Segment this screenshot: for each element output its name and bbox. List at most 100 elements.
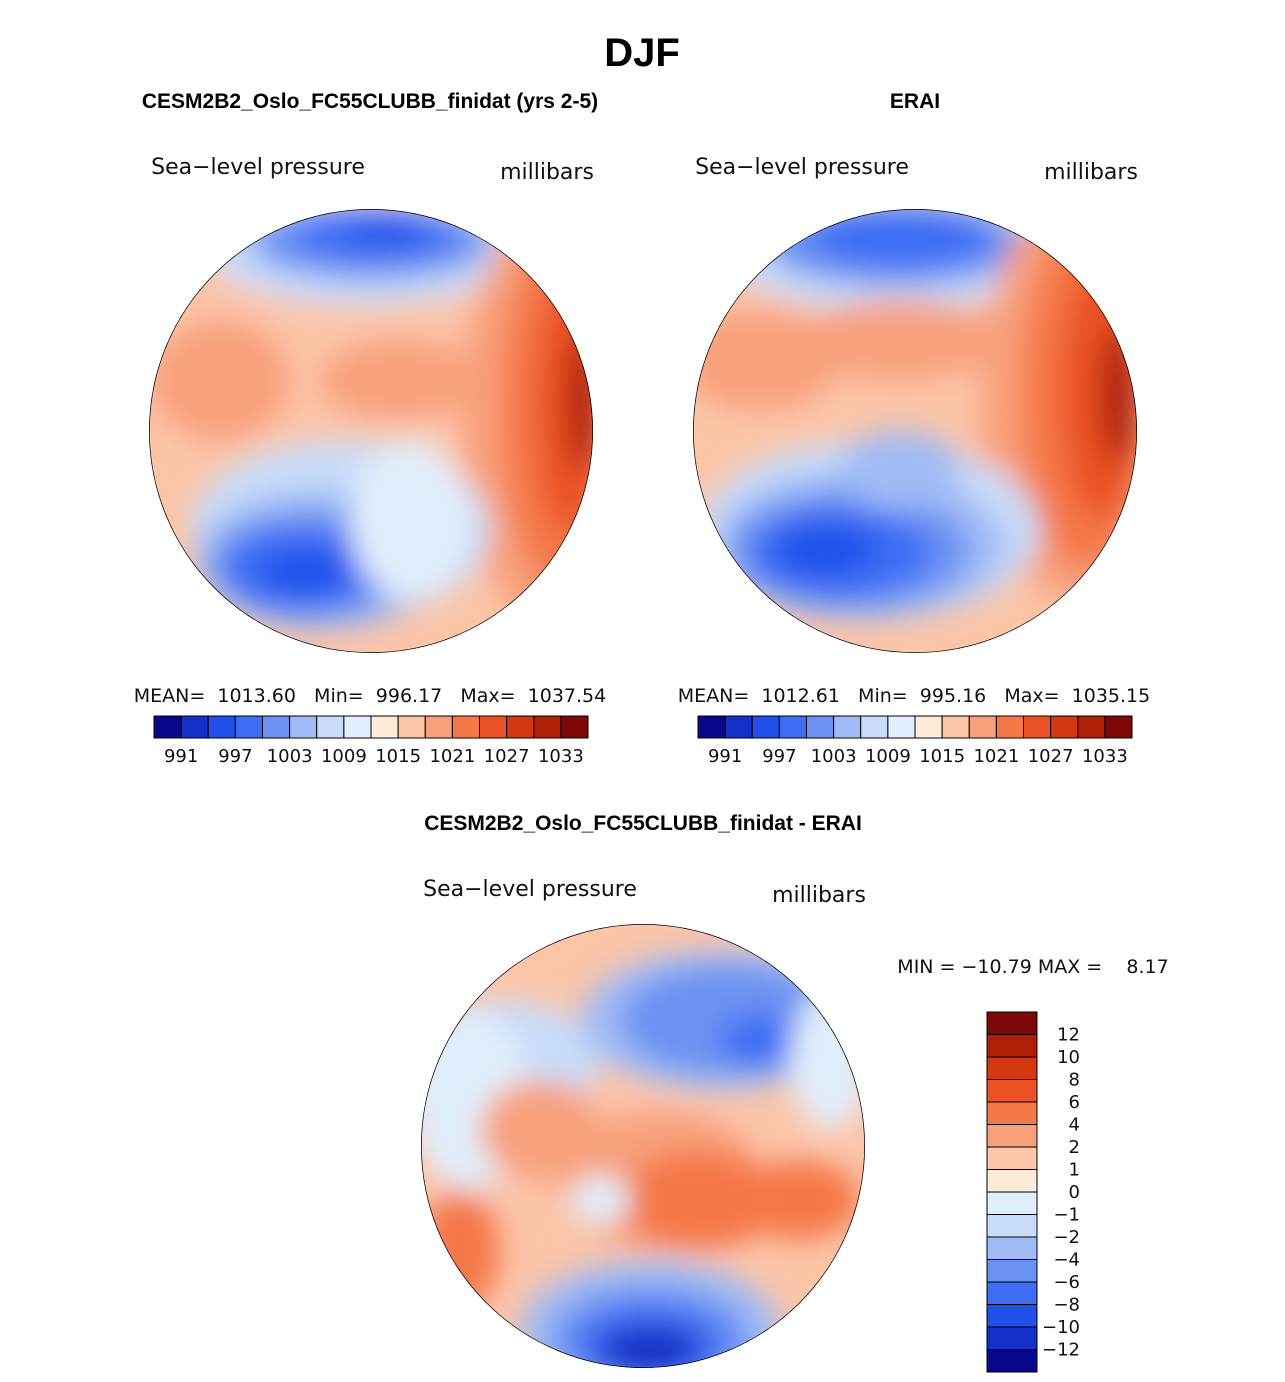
colorbar-tick-label: 991: [164, 746, 198, 767]
colorbar-swatch: [180, 715, 209, 739]
colorbar-tick-label: 1003: [267, 746, 313, 767]
colorbar-tick-label: −4: [1053, 1250, 1080, 1271]
panel-diff-variable: Sea−level pressure: [423, 877, 637, 902]
colorbar-tick-label: 10: [1057, 1047, 1080, 1068]
colorbar-tick-label: 1009: [321, 746, 367, 767]
colorbar-tick-label: 1: [1069, 1160, 1080, 1181]
colorbar-swatch: [806, 715, 835, 739]
panel-model-map: [149, 209, 593, 653]
colorbar-tick-label: 1027: [1028, 746, 1074, 767]
panel-erai-colorbar: 991 997 1003 1009 1015 1021 1027 1033: [697, 715, 1133, 767]
colorbar-tick-label: 8: [1069, 1070, 1080, 1091]
panel-model-units: millibars: [500, 160, 594, 185]
panel-diff-title: CESM2B2_Oslo_FC55CLUBB_finidat - ERAI: [424, 812, 862, 835]
figure-title: DJF: [604, 31, 680, 75]
colorbar-swatch: [995, 715, 1024, 739]
colorbar-tick-label: 1021: [429, 746, 475, 767]
colorbar-tick-label: 1021: [973, 746, 1019, 767]
colorbar-swatch: [533, 715, 562, 739]
colorbar-swatch: [451, 715, 480, 739]
colorbar-swatch: [207, 715, 236, 739]
colorbar-swatch: [560, 715, 589, 739]
colorbar-swatch: [986, 1236, 1038, 1260]
colorbar-tick-label: 997: [762, 746, 796, 767]
colorbar-swatch: [262, 715, 291, 739]
colorbar-swatch: [986, 1011, 1038, 1035]
colorbar-swatch: [833, 715, 862, 739]
colorbar-swatch: [986, 1281, 1038, 1305]
colorbar-swatch: [986, 1056, 1038, 1080]
colorbar-tick-label: 12: [1057, 1025, 1080, 1046]
colorbar-swatch: [778, 715, 807, 739]
colorbar-swatch: [424, 715, 453, 739]
colorbar-tick-label: 991: [708, 746, 742, 767]
panel-diff-units: millibars: [772, 883, 866, 908]
colorbar-swatch: [986, 1146, 1038, 1170]
colorbar-swatch: [986, 1304, 1038, 1328]
colorbar-swatch: [1104, 715, 1133, 739]
colorbar-swatch: [479, 715, 508, 739]
colorbar-tick-label: −12: [1042, 1340, 1080, 1361]
colorbar-tick-label: 1009: [865, 746, 911, 767]
colorbar-tick-label: 0: [1069, 1182, 1080, 1203]
colorbar-tick-label: 997: [218, 746, 252, 767]
panel-erai-units: millibars: [1044, 160, 1138, 185]
panel-model-title: CESM2B2_Oslo_FC55CLUBB_finidat (yrs 2-5): [142, 90, 598, 113]
colorbar-tick-label: 1033: [1082, 746, 1128, 767]
colorbar-swatch: [986, 1259, 1038, 1283]
colorbar-swatch: [986, 1191, 1038, 1215]
colorbar-tick-label: 6: [1069, 1092, 1080, 1113]
colorbar-swatch: [370, 715, 399, 739]
colorbar-swatch: [914, 715, 943, 739]
colorbar-swatch: [1050, 715, 1079, 739]
colorbar-swatch: [697, 715, 726, 739]
panel-erai: ERAI Sea−level pressure millibars: [678, 90, 1150, 767]
panel-diff-stats: MIN = −10.79 MAX = 8.17: [897, 956, 1168, 978]
colorbar-tick-label: 1015: [919, 746, 965, 767]
panel-model-stats: MEAN= 1013.60 Min= 996.17 Max= 1037.54: [134, 685, 606, 707]
colorbar-tick-label: 1027: [484, 746, 530, 767]
colorbar-swatch: [153, 715, 182, 739]
colorbar-swatch: [316, 715, 345, 739]
colorbar-swatch: [234, 715, 263, 739]
colorbar-swatch: [968, 715, 997, 739]
colorbar-swatch: [343, 715, 372, 739]
colorbar-swatch: [986, 1169, 1038, 1193]
colorbar-swatch: [860, 715, 889, 739]
colorbar-swatch: [506, 715, 535, 739]
colorbar-swatch: [986, 1034, 1038, 1058]
colorbar-swatch: [1077, 715, 1106, 739]
colorbar-swatch: [986, 1124, 1038, 1148]
colorbar-tick-label: −8: [1053, 1295, 1080, 1316]
colorbar-swatch: [986, 1101, 1038, 1125]
panel-model-colorbar: 991 997 1003 1009 1015 1021 1027 1033: [153, 715, 589, 767]
panel-model-variable: Sea−level pressure: [151, 155, 365, 180]
colorbar-swatch: [986, 1349, 1038, 1373]
panel-diff: CESM2B2_Oslo_FC55CLUBB_finidat - ERAI Se…: [421, 812, 1169, 1373]
colorbar-swatch: [986, 1214, 1038, 1238]
colorbar-swatch: [1023, 715, 1052, 739]
panel-erai-stats: MEAN= 1012.61 Min= 995.16 Max= 1035.15: [678, 685, 1150, 707]
colorbar-tick-label: 1015: [375, 746, 421, 767]
colorbar-swatch: [751, 715, 780, 739]
colorbar-tick-label: 1033: [538, 746, 584, 767]
colorbar-tick-label: −1: [1053, 1205, 1080, 1226]
panel-diff-map: [421, 924, 865, 1368]
colorbar-tick-label: 4: [1069, 1115, 1080, 1136]
colorbar-tick-label: −2: [1053, 1227, 1080, 1248]
colorbar-swatch: [397, 715, 426, 739]
colorbar-swatch: [986, 1326, 1038, 1350]
colorbar-tick-label: 1003: [811, 746, 857, 767]
colorbar-tick-label: 2: [1069, 1137, 1080, 1158]
colorbar-tick-label: −10: [1042, 1317, 1080, 1338]
colorbar-swatch: [289, 715, 318, 739]
colorbar-tick-label: −6: [1053, 1272, 1080, 1293]
panel-erai-title: ERAI: [890, 90, 940, 113]
panel-model: CESM2B2_Oslo_FC55CLUBB_finidat (yrs 2-5)…: [134, 90, 606, 767]
colorbar-swatch: [887, 715, 916, 739]
panel-erai-variable: Sea−level pressure: [695, 155, 909, 180]
colorbar-swatch: [941, 715, 970, 739]
panel-erai-map: [693, 209, 1137, 653]
